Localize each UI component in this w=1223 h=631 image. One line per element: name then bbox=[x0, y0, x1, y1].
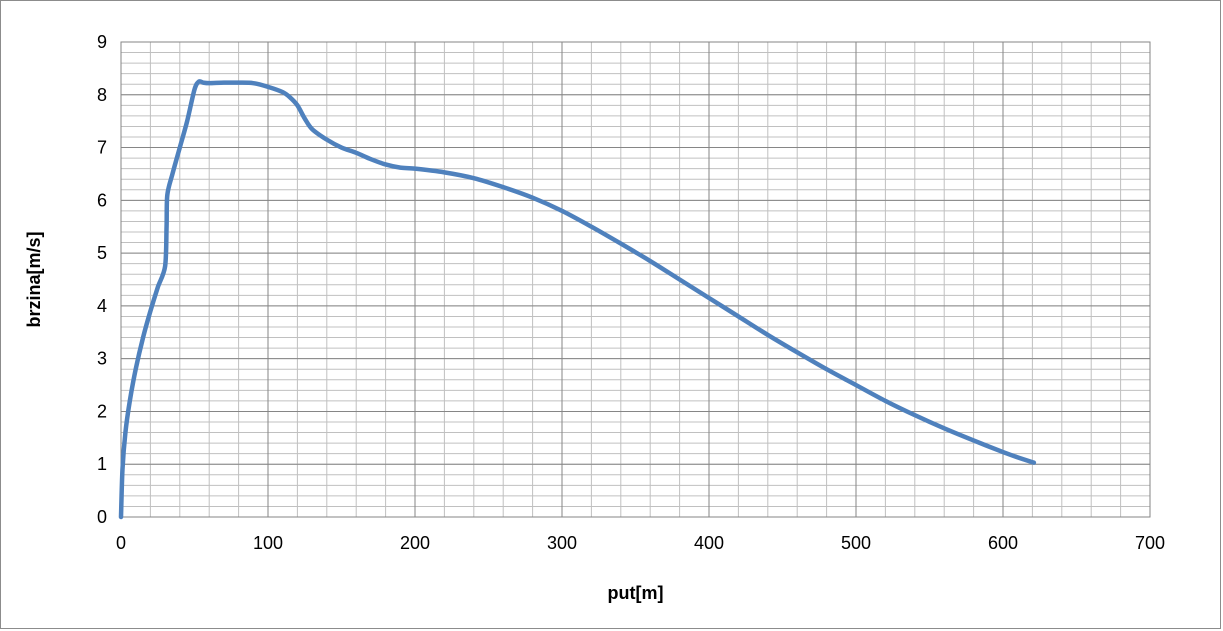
x-tick-label: 700 bbox=[1135, 533, 1165, 553]
y-tick-label: 6 bbox=[97, 190, 107, 210]
y-tick-label: 7 bbox=[97, 138, 107, 158]
y-tick-label: 0 bbox=[97, 507, 107, 527]
y-tick-labels: 0 1 2 3 4 5 6 7 8 9 bbox=[97, 32, 107, 527]
plot-area bbox=[120, 41, 1151, 518]
x-tick-label: 100 bbox=[253, 533, 283, 553]
x-tick-label: 600 bbox=[988, 533, 1018, 553]
x-tick-label: 300 bbox=[547, 533, 577, 553]
y-tick-label: 3 bbox=[97, 349, 107, 369]
x-tick-label: 0 bbox=[116, 533, 126, 553]
x-axis-title: put[m] bbox=[608, 583, 664, 603]
y-tick-label: 8 bbox=[97, 85, 107, 105]
series-line bbox=[118, 79, 1037, 520]
y-tick-label: 4 bbox=[97, 296, 107, 316]
y-axis-title: brzina[m/s] bbox=[24, 231, 44, 327]
x-tick-labels: 0 100 200 300 400 500 600 700 bbox=[116, 533, 1165, 553]
series-group bbox=[118, 79, 1037, 520]
y-tick-label: 9 bbox=[97, 32, 107, 52]
x-tick-label: 400 bbox=[694, 533, 724, 553]
minor-gridlines bbox=[121, 42, 1150, 517]
x-tick-label: 500 bbox=[841, 533, 871, 553]
y-tick-label: 2 bbox=[97, 401, 107, 421]
y-tick-label: 1 bbox=[97, 454, 107, 474]
x-tick-label: 200 bbox=[400, 533, 430, 553]
y-tick-label: 5 bbox=[97, 243, 107, 263]
major-gridlines bbox=[120, 41, 1151, 518]
